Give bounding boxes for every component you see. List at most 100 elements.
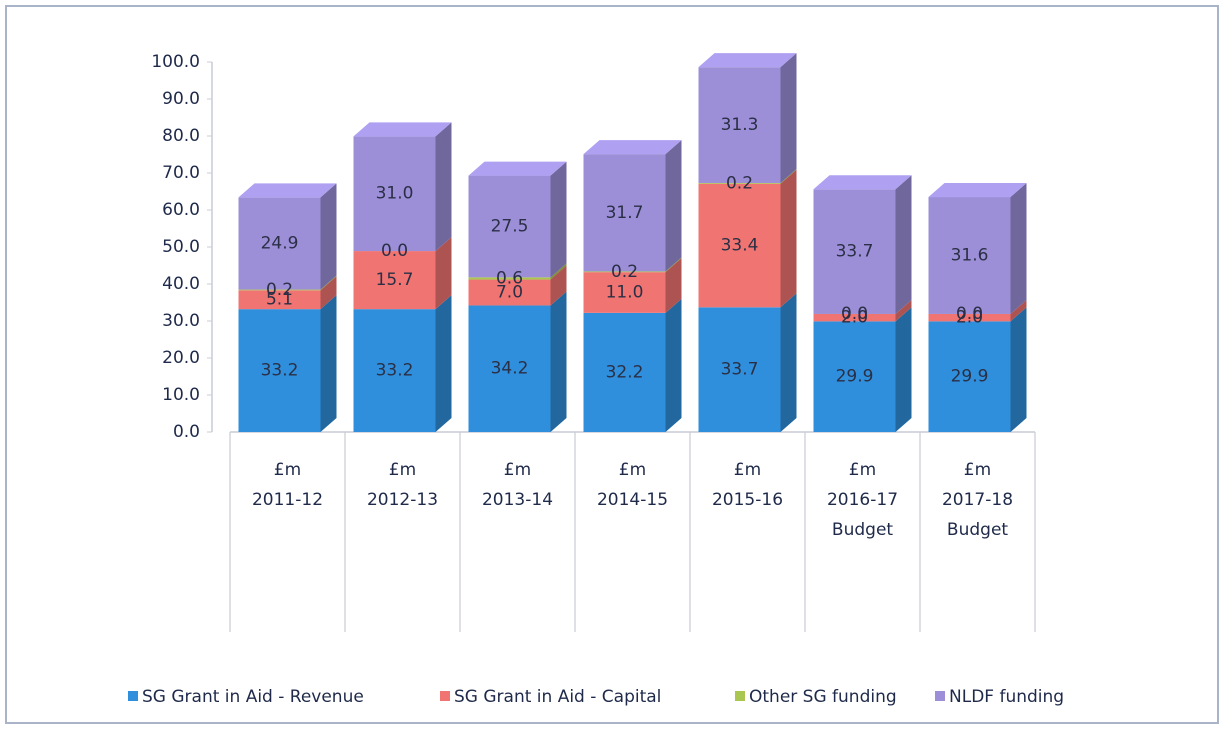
bar-side (550, 161, 567, 278)
bar-side (895, 175, 912, 314)
bar-side (1010, 307, 1027, 432)
data-label: 34.2 (491, 359, 529, 379)
legend-label: NLDF funding (949, 687, 1064, 707)
bar-side (780, 53, 797, 183)
bar-side (780, 168, 797, 184)
data-label: 5.1 (266, 290, 293, 310)
x-tick-label: £m (964, 460, 991, 480)
bar-side (435, 237, 452, 310)
bar-segment (813, 189, 896, 314)
data-label: 0.0 (956, 304, 983, 324)
bar-side (435, 295, 452, 432)
bar-side (1010, 183, 1027, 314)
y-tick-label: 60.0 (162, 200, 200, 220)
bar-segment (813, 313, 896, 322)
bar-top (698, 53, 797, 68)
data-label: 31.0 (376, 184, 414, 204)
bar-side (320, 183, 337, 290)
bar-segment (468, 305, 551, 432)
data-label: 0.2 (611, 262, 638, 282)
data-label: 33.2 (261, 361, 299, 381)
x-tick-label: 2012-13 (367, 490, 438, 510)
x-tick-label: 2013-14 (482, 490, 553, 510)
bar-segment (468, 279, 551, 306)
bar-segment (353, 136, 436, 252)
y-tick-label: 20.0 (162, 348, 200, 368)
bar-side (550, 265, 567, 306)
bar-segment (928, 313, 1011, 322)
bar-side (665, 140, 682, 272)
bar-side (665, 298, 682, 432)
bar-top (583, 140, 682, 155)
data-label: 2.0 (841, 308, 868, 328)
bar-top (468, 161, 567, 176)
x-tick-label: 2015-16 (712, 490, 783, 510)
x-tick-label: £m (734, 460, 761, 480)
x-tick-label: £m (274, 460, 301, 480)
bar-top (813, 175, 912, 190)
data-label: 29.9 (951, 367, 989, 387)
y-tick-label: 50.0 (162, 237, 200, 257)
y-tick-label: 100.0 (151, 52, 200, 72)
bar-segment (238, 290, 321, 310)
data-label: 2.0 (956, 308, 983, 328)
bar-segment (928, 197, 1011, 314)
bar-segment (698, 307, 781, 432)
bar-side (665, 257, 682, 273)
data-label: 0.6 (496, 268, 523, 288)
bar-segment (353, 251, 436, 310)
x-tick-label: Budget (947, 520, 1008, 540)
bar-segment (238, 289, 321, 291)
x-tick-label: 2014-15 (597, 490, 668, 510)
bar-top (238, 183, 337, 198)
bar-segment (583, 154, 666, 272)
x-tick-label: 2011-12 (252, 490, 323, 510)
data-label: 0.0 (381, 241, 408, 261)
x-tick-label: £m (389, 460, 416, 480)
bar-top (928, 183, 1027, 198)
data-label: 33.7 (721, 360, 759, 380)
bar-side (320, 276, 337, 310)
data-label: 0.0 (841, 304, 868, 324)
bar-side (1010, 299, 1027, 322)
data-label: 27.5 (491, 216, 529, 236)
data-label: 33.4 (721, 236, 759, 256)
data-label: 33.2 (376, 361, 414, 381)
x-tick-label: Budget (832, 520, 893, 540)
x-tick-label: 2016-17 (827, 490, 898, 510)
bar-side (320, 295, 337, 432)
y-tick-label: 90.0 (162, 89, 200, 109)
x-tick-label: £m (849, 460, 876, 480)
data-label: 31.7 (606, 203, 644, 223)
bar-segment (583, 272, 666, 313)
legend-swatch (440, 691, 450, 701)
y-tick-label: 70.0 (162, 163, 200, 183)
bar-side (435, 122, 452, 252)
bar-segment (238, 197, 321, 290)
data-label: 29.9 (836, 367, 874, 387)
y-tick-label: 0.0 (173, 422, 200, 442)
bar-side (895, 307, 912, 432)
legend-swatch (935, 691, 945, 701)
bar-segment (698, 183, 781, 308)
x-tick-label: £m (619, 460, 646, 480)
bar-side (895, 299, 912, 322)
y-tick-label: 10.0 (162, 385, 200, 405)
bar-segment (698, 182, 781, 184)
data-label: 32.2 (606, 362, 644, 382)
bar-segment (583, 312, 666, 432)
bar-segment (813, 321, 896, 432)
data-label: 0.2 (726, 173, 753, 193)
legend-swatch (735, 691, 745, 701)
legend-label: SG Grant in Aid - Revenue (142, 687, 364, 707)
x-tick-label: £m (504, 460, 531, 480)
data-label: 11.0 (606, 283, 644, 303)
legend-label: Other SG funding (749, 687, 897, 707)
bar-side (550, 291, 567, 432)
y-tick-label: 30.0 (162, 311, 200, 331)
bar-segment (928, 321, 1011, 432)
y-tick-label: 80.0 (162, 126, 200, 146)
bar-segment (468, 175, 551, 278)
bar-side (780, 169, 797, 308)
